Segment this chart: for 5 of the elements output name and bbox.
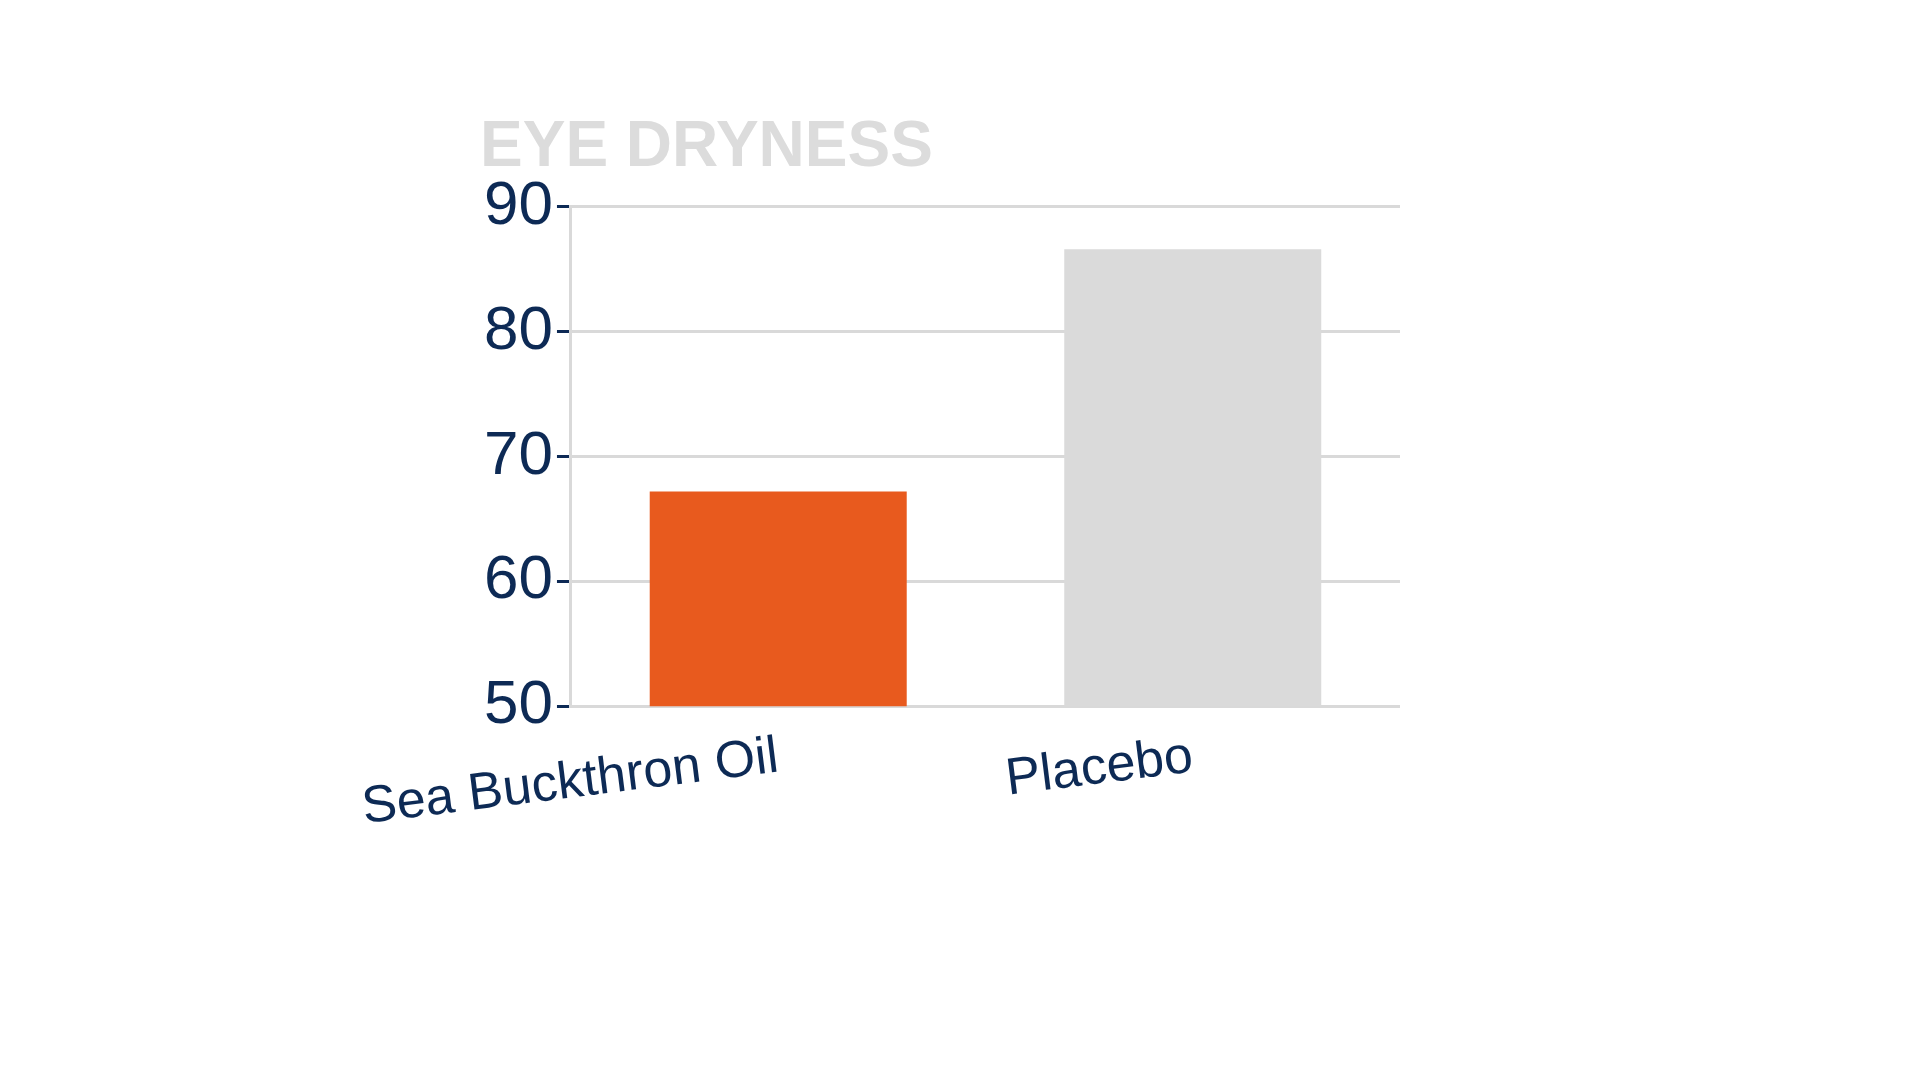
y-tick-label: 80 xyxy=(483,292,553,362)
y-tick-label: 90 xyxy=(483,167,553,237)
y-tick-label: 70 xyxy=(483,417,553,487)
x-tick-label: Placebo xyxy=(1002,724,1196,806)
y-tick-label: 60 xyxy=(483,542,553,612)
